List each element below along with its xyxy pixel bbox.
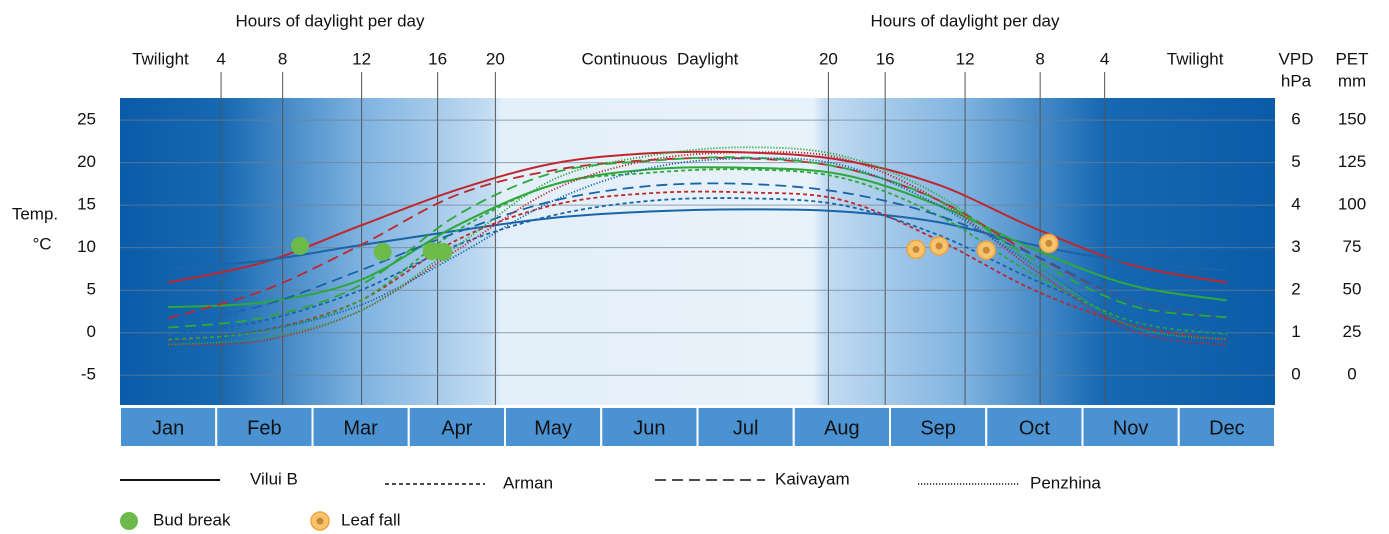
top-axis-title: Hours of daylight per day <box>871 11 1060 30</box>
top-tick-label: 4 <box>216 49 225 68</box>
bud-break-marker <box>373 242 392 261</box>
y-axis-label: Temp. <box>12 204 58 223</box>
month-cell <box>985 406 1084 448</box>
month-cell <box>600 406 699 448</box>
bud-break-marker <box>120 512 138 530</box>
legend-label: Vilui B <box>250 469 298 488</box>
y2-tick-label: 1 <box>1291 322 1300 341</box>
top-tick-label: 20 <box>486 49 505 68</box>
legend-label: Kaivayam <box>775 469 850 488</box>
top-tick-label: 12 <box>352 49 371 68</box>
y2-tick-label: 3 <box>1291 237 1300 256</box>
leaf-fall-dot <box>1045 239 1053 247</box>
bud-break-marker <box>290 236 309 255</box>
legend-label: Bud break <box>153 510 231 529</box>
series-line <box>168 156 1227 329</box>
y2-axis-label: VPD <box>1279 49 1314 68</box>
legend-label: Penzhina <box>1030 473 1101 492</box>
x-tick-label: Sep <box>920 417 956 439</box>
y2-tick-label: 0 <box>1291 365 1300 384</box>
y2-axis-label: hPa <box>1281 71 1312 90</box>
y2-tick-label: 2 <box>1291 280 1300 299</box>
series-line <box>168 151 1228 347</box>
y3-tick-label: 150 <box>1338 110 1366 129</box>
x-tick-label: Jan <box>152 417 184 439</box>
top-tick-label: 8 <box>278 49 287 68</box>
top-tick-label: 8 <box>1035 49 1044 68</box>
y-tick-label: -5 <box>81 365 96 384</box>
y3-axis-label: mm <box>1338 71 1366 90</box>
y3-tick-label: 25 <box>1343 322 1362 341</box>
month-cell <box>1081 406 1180 448</box>
x-tick-label: Apr <box>441 417 472 439</box>
x-tick-label: Nov <box>1113 417 1149 439</box>
series-line <box>167 150 1228 284</box>
plot-background <box>120 98 1275 405</box>
x-tick-label: May <box>534 417 572 439</box>
y-tick-label: 5 <box>87 280 96 299</box>
y-axis-label: °C <box>32 234 51 253</box>
series-line <box>168 166 1228 309</box>
y-tick-label: 15 <box>77 195 96 214</box>
y-tick-label: 25 <box>77 110 96 129</box>
y2-tick-label: 5 <box>1291 152 1300 171</box>
x-tick-label: Jun <box>633 417 665 439</box>
leaf-fall-dot <box>982 246 990 254</box>
x-tick-label: Mar <box>343 417 378 439</box>
month-cell <box>311 406 410 448</box>
y-tick-label: 0 <box>87 322 96 341</box>
top-axis-title: Hours of daylight per day <box>236 11 425 30</box>
leaf-fall-dot <box>912 245 920 253</box>
x-tick-label: Aug <box>824 417 860 439</box>
x-tick-label: Oct <box>1019 417 1051 439</box>
x-tick-label: Jul <box>733 417 759 439</box>
y3-tick-label: 0 <box>1347 365 1356 384</box>
y3-tick-label: 75 <box>1343 237 1362 256</box>
y3-tick-label: 125 <box>1338 152 1366 171</box>
top-tick-label: 16 <box>428 49 447 68</box>
region-label: Twilight <box>132 49 189 68</box>
series-line <box>168 157 1228 340</box>
series-line <box>168 190 1228 342</box>
region-label: Twilight <box>1167 49 1224 68</box>
month-cell <box>119 406 218 448</box>
month-cell <box>215 406 314 448</box>
region-label: Continuous Daylight <box>582 49 739 68</box>
series-line <box>168 168 1228 341</box>
y3-tick-label: 50 <box>1343 280 1362 299</box>
leaf-fall-dot <box>316 517 324 525</box>
y-tick-label: 10 <box>77 237 96 256</box>
x-tick-label: Feb <box>247 417 281 439</box>
y3-tick-label: 100 <box>1338 195 1366 214</box>
y-tick-label: 20 <box>77 152 96 171</box>
top-tick-label: 4 <box>1100 49 1109 68</box>
series-line <box>167 197 1228 337</box>
month-cell <box>1177 406 1276 448</box>
y2-tick-label: 4 <box>1291 195 1300 214</box>
legend-label: Arman <box>503 473 553 492</box>
y3-axis-label: PET <box>1335 49 1368 68</box>
top-tick-label: 16 <box>876 49 895 68</box>
top-tick-label: 12 <box>956 49 975 68</box>
series-line <box>168 146 1228 346</box>
month-cell <box>792 406 891 448</box>
series-line <box>167 182 1228 326</box>
y2-tick-label: 6 <box>1291 110 1300 129</box>
leaf-fall-dot <box>935 242 943 250</box>
legend-label: Leaf fall <box>341 510 401 529</box>
x-tick-label: Dec <box>1209 417 1245 439</box>
top-tick-label: 20 <box>819 49 838 68</box>
bud-break-marker <box>434 242 453 261</box>
